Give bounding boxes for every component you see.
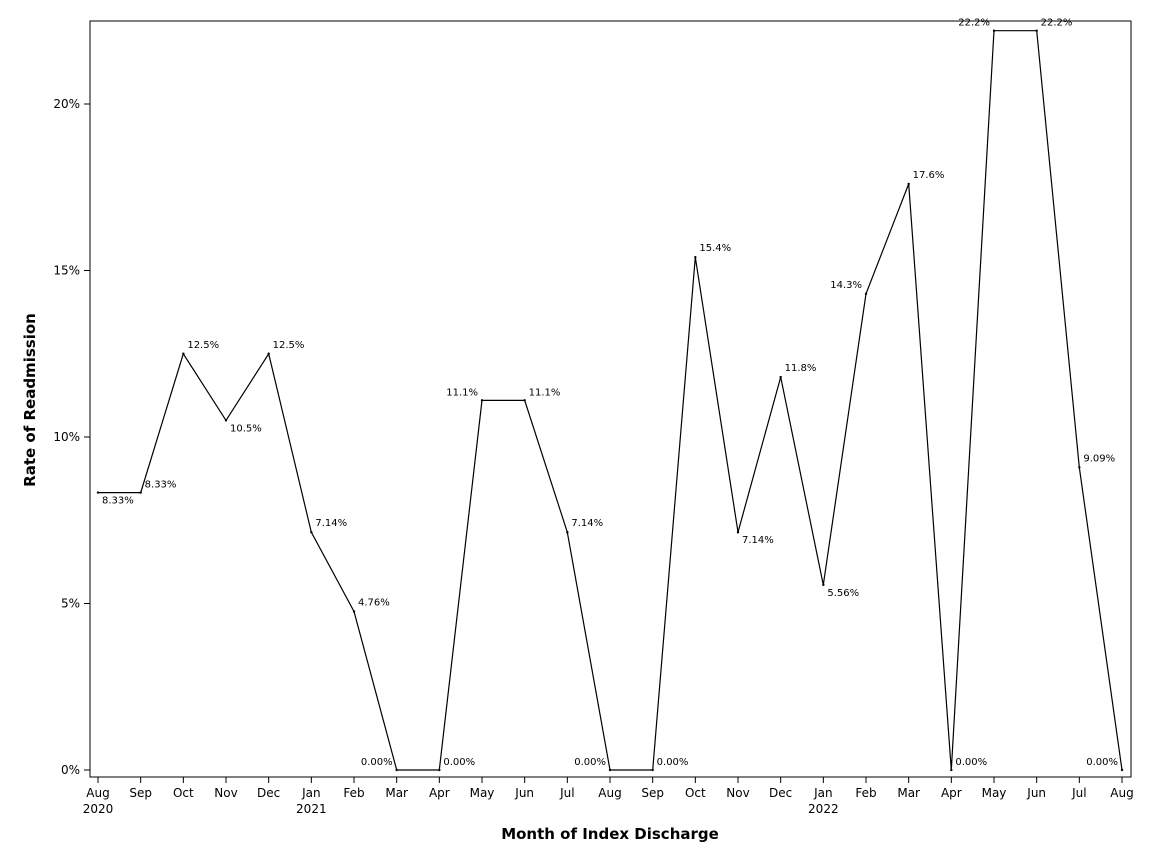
x-tick-label: Jan [813, 786, 833, 800]
y-tick-label: 20% [53, 97, 80, 111]
data-label: 7.14% [742, 535, 774, 546]
data-label: 8.33% [102, 496, 134, 507]
x-year-label: 2020 [83, 802, 114, 816]
data-label: 5.56% [827, 588, 859, 599]
x-tick-label: Aug [598, 786, 621, 800]
data-label: 0.00% [955, 757, 987, 768]
x-year-label: 2022 [808, 802, 839, 816]
data-label: 11.1% [529, 387, 561, 398]
data-point [139, 491, 142, 494]
y-tick-label: 10% [53, 430, 80, 444]
x-tick-label: Jul [559, 786, 574, 800]
data-label: 12.5% [187, 340, 219, 351]
data-point [480, 399, 484, 402]
data-point [224, 419, 228, 422]
x-tick-label: Jun [514, 786, 534, 800]
data-point [352, 610, 356, 613]
y-tick-label: 15% [53, 264, 80, 278]
data-point [1120, 768, 1124, 772]
x-tick-label: Mar [897, 786, 920, 800]
plot-frame [89, 20, 1132, 778]
data-label: 7.14% [315, 518, 347, 529]
data-label: 0.00% [1086, 757, 1118, 768]
data-point [566, 531, 569, 534]
y-axis: 0% 5% 10% 15% 20% [53, 97, 90, 777]
data-point [438, 768, 441, 772]
data-point [96, 491, 100, 494]
data-label: 11.8% [785, 363, 817, 374]
data-point [694, 255, 697, 259]
data-label: 4.76% [358, 597, 390, 608]
y-tick-label: 5% [61, 597, 80, 611]
x-tick-label: Feb [855, 786, 876, 800]
data-label: 9.09% [1083, 453, 1115, 464]
data-point [310, 531, 313, 534]
data-point [182, 352, 185, 355]
data-labels-group: 8.33% 8.33% 12.5% 10.5% 12.5% 7.14% 4.76% 0.00%… [102, 18, 1118, 768]
data-point [1035, 29, 1038, 32]
x-axis-title: Month of Index Discharge [501, 825, 719, 843]
x-tick-label: Oct [173, 786, 194, 800]
data-label: 14.3% [830, 280, 862, 291]
data-point [864, 292, 868, 296]
data-point [267, 352, 270, 355]
x-tick-label: Apr [941, 786, 962, 800]
data-label: 12.5% [273, 340, 305, 351]
data-label: 0.00% [443, 757, 475, 768]
data-point [907, 182, 910, 186]
data-point [523, 399, 526, 402]
x-tick-label: Jun [1026, 786, 1046, 800]
data-label: 0.00% [361, 757, 393, 768]
data-label: 11.1% [446, 387, 478, 398]
x-tick-label: Sep [641, 786, 664, 800]
x-tick-label: Jul [1071, 786, 1086, 800]
data-label: 0.00% [574, 757, 606, 768]
y-tick-label: 0% [61, 763, 80, 777]
x-tick-label: Mar [385, 786, 408, 800]
x-tick-label: Nov [726, 786, 749, 800]
data-label: 22.2% [958, 18, 990, 29]
x-tick-label: Nov [214, 786, 237, 800]
x-tick-label: Oct [685, 786, 706, 800]
x-tick-label: Aug [1110, 786, 1133, 800]
y-axis-title: Rate of Readmission [21, 313, 39, 487]
x-tick-label: Feb [343, 786, 364, 800]
x-tick-label: Sep [129, 786, 152, 800]
x-tick-label: Aug [86, 786, 109, 800]
series-group [96, 29, 1124, 772]
data-point [822, 583, 825, 587]
data-point [395, 768, 398, 772]
data-point [651, 768, 654, 772]
data-point [992, 29, 996, 32]
data-point [736, 531, 740, 534]
data-label: 10.5% [230, 423, 262, 434]
data-point [950, 768, 953, 772]
data-label: 15.4% [699, 243, 731, 254]
series-line [98, 30, 1123, 771]
data-label: 0.00% [657, 757, 689, 768]
data-label: 7.14% [571, 518, 603, 529]
x-tick-label: Jan [301, 786, 321, 800]
x-tick-label: Dec [257, 786, 280, 800]
x-tick-label: May [982, 786, 1007, 800]
x-year-label: 2021 [296, 802, 327, 816]
x-axis: Aug 2020 Sep Oct Nov Dec Jan 2021 Feb Mar Apr May Ju… [83, 777, 1134, 816]
data-point [779, 375, 782, 379]
x-tick-label: Dec [769, 786, 792, 800]
x-tick-label: May [470, 786, 495, 800]
data-label: 22.2% [1041, 18, 1073, 29]
data-point [608, 768, 612, 772]
x-tick-label: Apr [429, 786, 450, 800]
data-label: 8.33% [145, 480, 177, 491]
data-point [1078, 466, 1081, 469]
data-label: 17.6% [913, 170, 945, 181]
